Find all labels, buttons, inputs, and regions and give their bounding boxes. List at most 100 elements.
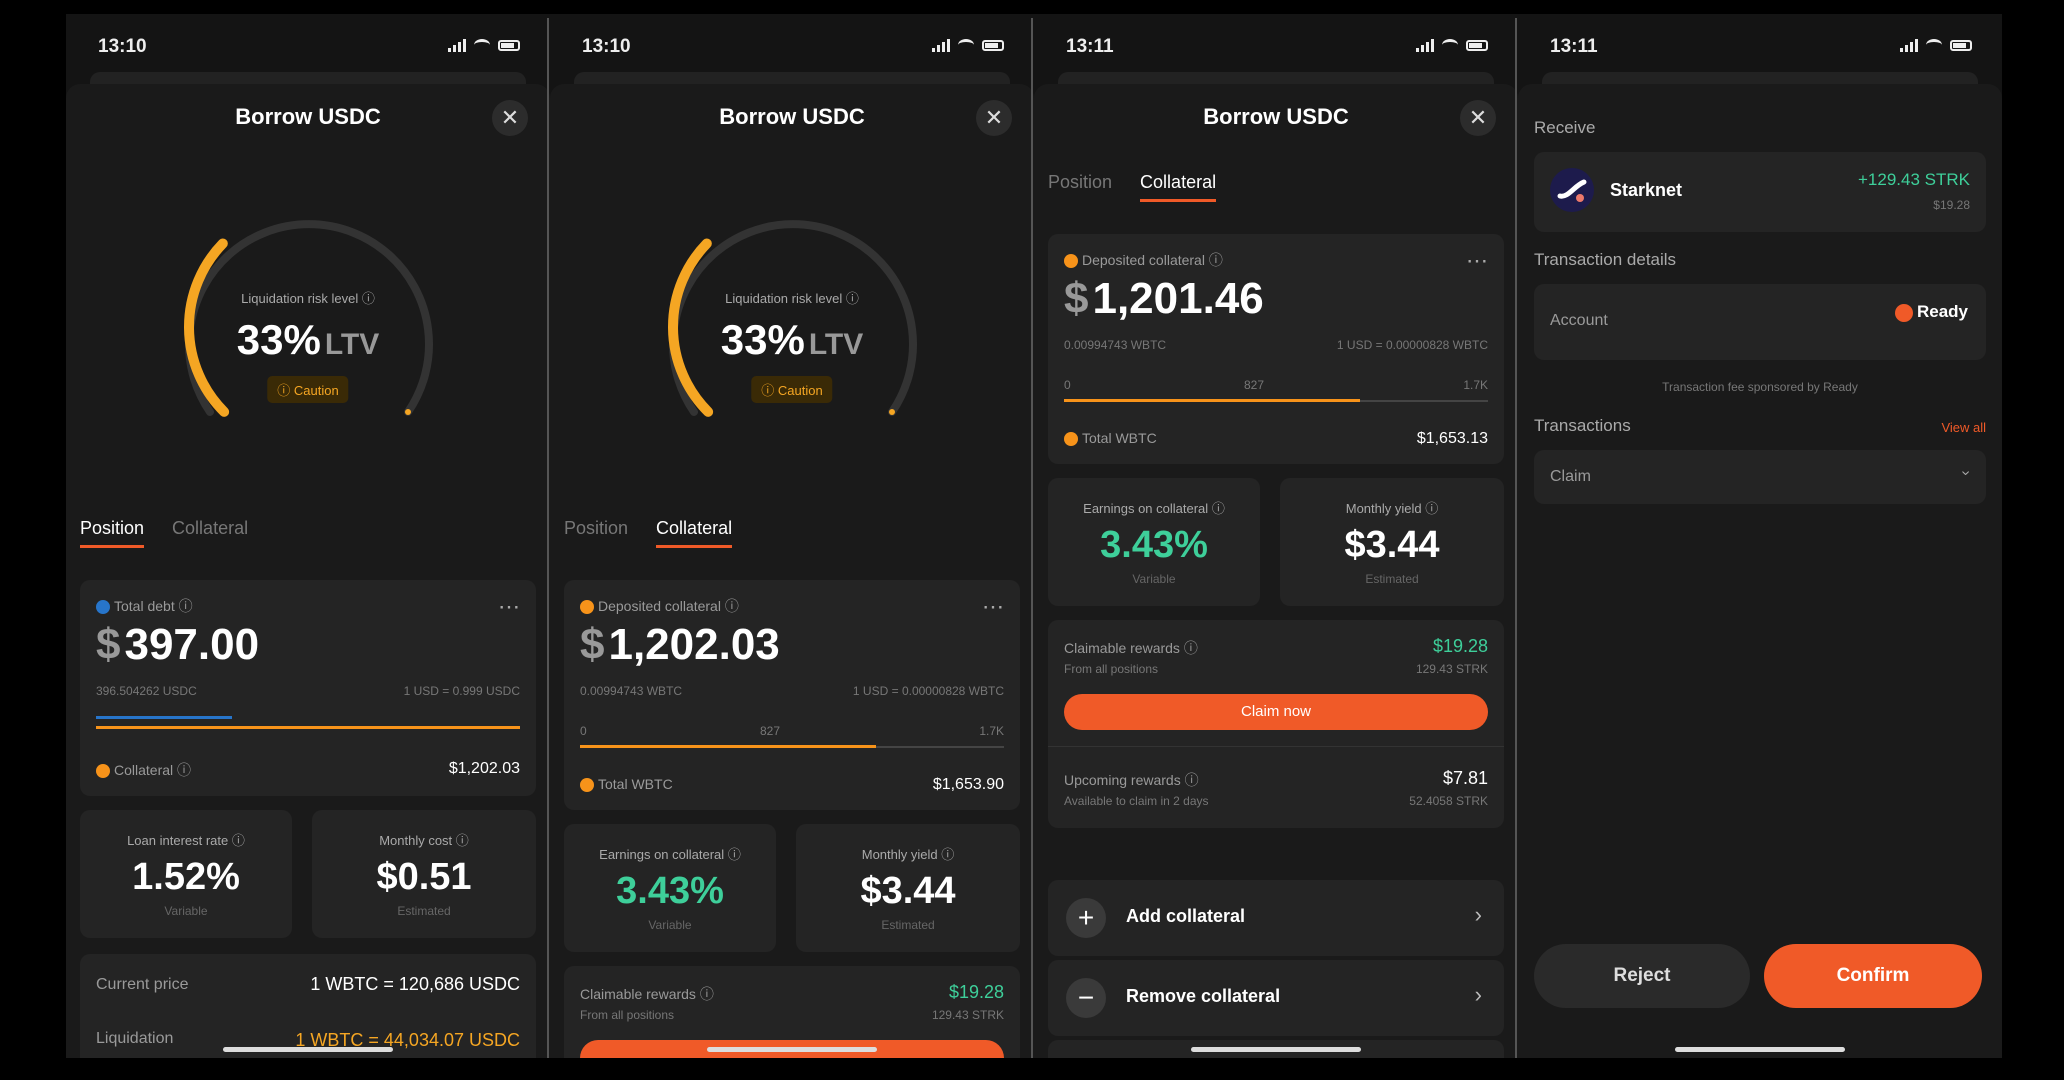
screen-collateral: 13:10 Borrow USDC ✕ Liquidation risk lev… — [550, 14, 1034, 1058]
info-icon: ⓘ — [1184, 772, 1199, 788]
receive-usd: $19.28 — [1933, 198, 1970, 212]
btc-icon — [580, 600, 594, 615]
more-options-button[interactable]: ⋯ — [982, 594, 1004, 619]
status-bar: 13:10 — [582, 34, 1004, 60]
info-icon: ⓘ — [1211, 501, 1225, 516]
collateral-bar — [96, 726, 520, 729]
wifi-icon — [1926, 39, 1942, 51]
status-time: 13:11 — [1550, 36, 1598, 57]
close-icon: ✕ — [1468, 105, 1488, 130]
info-icon: ⓘ — [699, 986, 714, 1002]
battery-icon — [498, 39, 520, 51]
tab-collateral[interactable]: Collateral — [172, 518, 249, 538]
loan-interest-card: Loan interest rate ⓘ 1.52% Variable — [80, 810, 292, 938]
tab-position[interactable]: Position — [80, 518, 145, 548]
warning-icon: ⓘ — [277, 383, 291, 398]
tabs: Position Collateral — [80, 518, 248, 548]
signal-icon — [1900, 38, 1918, 52]
deposited-collateral-card: Deposited collateral ⓘ ⋯ $1,201.46 0.009… — [1048, 234, 1504, 464]
confirm-button[interactable]: Confirm — [1764, 944, 1982, 1008]
info-icon: ⓘ — [177, 762, 192, 778]
monthly-cost-value: $0.51 — [376, 856, 472, 898]
claimable-rewards-card: Claimable rewards ⓘ From all positions $… — [1048, 620, 1504, 828]
usdc-icon — [96, 600, 110, 615]
collateral-progress — [580, 745, 876, 748]
info-icon: ⓘ — [1208, 252, 1223, 268]
close-button[interactable]: ✕ — [492, 100, 528, 136]
total-debt-card: Total debt ⓘ ⋯ $397.00 396.504262 USDC 1… — [80, 580, 536, 796]
battery-icon — [982, 39, 1004, 51]
battery-icon — [1466, 39, 1488, 51]
reject-button[interactable]: Reject — [1534, 944, 1750, 1008]
home-indicator — [1675, 1047, 1845, 1052]
ready-logo-icon — [1894, 303, 1913, 322]
info-icon: ⓘ — [455, 833, 469, 848]
total-debt-amount: 397.00 — [124, 620, 260, 669]
sheet-title: Borrow USDC — [1203, 104, 1349, 129]
more-options-button[interactable]: ⋯ — [498, 594, 520, 619]
current-price-value: 1 WBTC = 120,686 USDC — [310, 974, 520, 994]
transactions-header: Transactions — [1534, 416, 1631, 435]
chevron-right-icon: › — [1474, 902, 1482, 927]
collateral-progress — [1064, 399, 1360, 402]
battery-icon — [1950, 39, 1972, 51]
wifi-icon — [958, 39, 974, 51]
info-icon: ⓘ — [1425, 501, 1439, 516]
remove-collateral-row[interactable]: − Remove collateral › — [1048, 960, 1504, 1036]
tab-collateral[interactable]: Collateral — [656, 518, 733, 548]
signal-icon — [1416, 38, 1434, 52]
gauge-label: Liquidation risk level — [725, 291, 843, 306]
add-collateral-row[interactable]: + Add collateral › — [1048, 880, 1504, 956]
receive-card: Starknet +129.43 STRK $19.28 — [1534, 152, 1986, 232]
status-bar: 13:10 — [98, 34, 520, 60]
ltv-unit: LTV — [808, 328, 864, 361]
btc-icon — [1064, 254, 1078, 269]
status-bar: 13:11 — [1066, 34, 1488, 60]
wifi-icon — [474, 39, 490, 51]
gauge-label: Liquidation risk level — [241, 291, 359, 306]
tab-position[interactable]: Position — [1048, 172, 1113, 192]
sponsored-note: Transaction fee sponsored by Ready — [1662, 380, 1858, 394]
upcoming-rewards-value: $7.81 — [1442, 768, 1488, 788]
gauge-fill — [668, 238, 714, 417]
total-wbtc-value: $1,653.90 — [932, 776, 1004, 793]
info-icon: ⓘ — [231, 833, 245, 848]
more-options-button[interactable]: ⋯ — [1466, 248, 1488, 273]
tab-collateral[interactable]: Collateral — [1140, 172, 1217, 202]
close-button[interactable]: ✕ — [1460, 100, 1496, 136]
info-icon: ⓘ — [724, 598, 739, 614]
screen-position: 13:10 Borrow USDC ✕ Liquidation risk lev… — [66, 14, 550, 1058]
tab-position[interactable]: Position — [564, 518, 629, 538]
total-debt-label: Total debt — [114, 598, 175, 614]
sheet-title: Borrow USDC — [235, 104, 381, 129]
home-indicator — [707, 1047, 877, 1052]
btc-icon — [96, 764, 110, 779]
earnings-card: Earnings on collateral ⓘ 3.43% Variable — [564, 824, 776, 952]
receive-header: Receive — [1534, 118, 1596, 137]
total-wbtc-value: $1,653.13 — [1416, 430, 1488, 447]
view-all-link[interactable]: View all — [1941, 420, 1986, 435]
claim-now-button[interactable]: Claim now — [1064, 694, 1488, 730]
confirm-sheet: Receive Starknet +129.43 STRK $19.28 Tra… — [1518, 84, 2002, 1058]
transaction-item[interactable]: Claim › — [1534, 450, 1986, 504]
monthly-yield-value: $3.44 — [1344, 524, 1440, 566]
ltv-value: 33% — [236, 316, 321, 363]
status-time: 13:10 — [582, 36, 631, 57]
signal-icon — [932, 38, 950, 52]
close-button[interactable]: ✕ — [976, 100, 1012, 136]
account-value: Ready — [1916, 302, 1968, 321]
collateral-amount: 1,202.03 — [608, 620, 780, 669]
tabs: Position Collateral — [564, 518, 733, 548]
borrow-sheet: Borrow USDC ✕ Position Collateral Deposi… — [1034, 84, 1518, 1058]
home-indicator — [223, 1047, 393, 1052]
chevron-down-icon: › — [1957, 470, 1975, 476]
liquidation-price-value: 1 WBTC = 44,034.07 USDC — [295, 1030, 520, 1050]
collateral-label: Collateral — [114, 762, 174, 778]
home-indicator — [1191, 1047, 1361, 1052]
deposited-collateral-card: Deposited collateral ⓘ ⋯ $1,202.03 0.009… — [564, 580, 1020, 810]
ltv-value: 33% — [720, 316, 805, 363]
starknet-logo — [1550, 168, 1594, 212]
wifi-icon — [1442, 39, 1458, 51]
close-icon: ✕ — [500, 105, 520, 130]
collateral-amount: 1,201.46 — [1092, 274, 1264, 323]
